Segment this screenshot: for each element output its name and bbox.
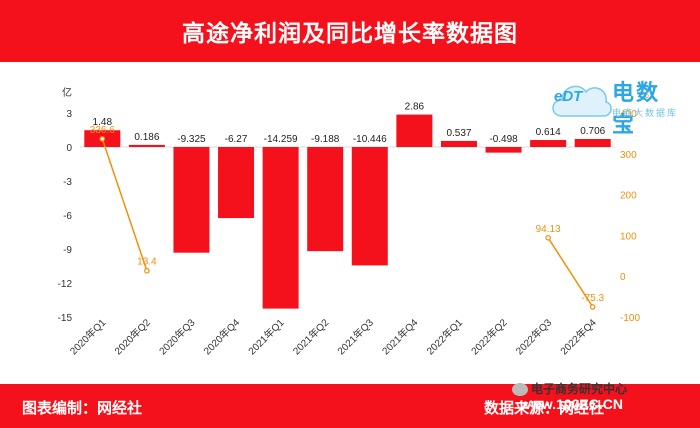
- right-axis-tick-label: -100: [620, 313, 640, 324]
- title-banner: 高途净利润及同比增长率数据图: [0, 0, 700, 62]
- bar-value-label: 0.537: [446, 128, 471, 139]
- growth-rate-point: [144, 267, 150, 274]
- watermark-url: www.100EC.CN: [520, 396, 623, 412]
- wechat-icon: [512, 383, 528, 397]
- bar: [307, 147, 344, 252]
- bar: [396, 114, 433, 147]
- left-axis-tick-label: 0: [66, 143, 72, 154]
- bar-value-label: 0.186: [134, 132, 159, 143]
- footer-source: 数据来源：网经社: [484, 400, 605, 417]
- watermark-account: 电子商务研究中心: [531, 382, 628, 396]
- bar-value-label: -9.188: [311, 134, 340, 145]
- category-label: 2022年Q1: [424, 316, 466, 358]
- category-label: 2020年Q3: [156, 316, 198, 358]
- growth-rate-point: [545, 234, 551, 241]
- left-axis-tick-label: -15: [58, 313, 73, 324]
- right-axis-tick-label: 400: [620, 109, 637, 120]
- right-axis-tick-label: 300: [620, 150, 637, 161]
- category-label: 2021年Q3: [334, 316, 376, 358]
- left-axis-tick-label: 3: [66, 109, 72, 120]
- bar: [351, 147, 388, 266]
- bar: [574, 138, 611, 147]
- bar-value-label: -6.27: [225, 134, 248, 145]
- category-label: 2021年Q4: [379, 316, 421, 358]
- category-label: 2020年Q4: [201, 316, 243, 358]
- right-axis-tick-label: 100: [620, 231, 637, 242]
- bar-value-label: 0.706: [580, 126, 605, 137]
- chart: 亿 3 0 -3 -6 -9 -12 -15%400 300 200 100 0 -100 1.48 0.1…: [58, 86, 649, 358]
- chart-title: 高途净利润及同比增长率数据图: [182, 20, 518, 46]
- category-label: 2020年Q1: [67, 316, 109, 358]
- growth-rate-label: 94.13: [536, 224, 561, 235]
- right-axis-tick-label: 200: [620, 191, 637, 202]
- growth-rate-line: [101, 138, 148, 271]
- cloud-logo-icon: [552, 85, 612, 117]
- watermark: 电子商务研究中心 www.100EC.CN: [512, 380, 628, 412]
- footer-compiler: 图表编制：网经社: [22, 400, 143, 417]
- growth-rate-label: 336.6: [90, 125, 115, 136]
- category-label: 2020年Q2: [112, 316, 154, 358]
- footer-banner: 图表编制：网经社 数据来源：网经社: [0, 384, 700, 428]
- left-axis-tick-label: -3: [63, 177, 72, 188]
- bar: [173, 147, 210, 253]
- right-axis-tick-label: 0: [620, 272, 626, 283]
- bar: [218, 147, 255, 219]
- growth-rate-label: 13.4: [137, 257, 157, 268]
- category-label: 2022年Q4: [557, 316, 599, 358]
- growth-rate-point: [589, 304, 596, 310]
- category-label: 2022年Q3: [513, 316, 555, 358]
- bar: [530, 140, 567, 147]
- logo-brand: 电数宝: [612, 80, 661, 137]
- category-label: 2021年Q1: [245, 316, 287, 358]
- bar: [262, 147, 299, 309]
- left-axis-tick-label: -6: [63, 211, 72, 222]
- bar: [440, 140, 477, 147]
- logo-subtitle: 电商大数据库: [612, 108, 679, 118]
- bar-value-label: -10.446: [353, 134, 387, 145]
- bar-value-label: 0.614: [536, 127, 561, 138]
- bar-value-label: 2.86: [405, 102, 425, 113]
- bar-value-label: -14.259: [264, 134, 298, 145]
- growth-rate-line: [547, 237, 594, 308]
- left-axis-tick-label: -12: [58, 279, 73, 290]
- growth-rate-label: -75.3: [581, 293, 604, 304]
- left-axis-unit: 亿: [62, 86, 72, 99]
- logo: eDT 电数宝 电商大数据库: [548, 64, 679, 137]
- bar-value-label: -9.325: [177, 134, 206, 145]
- bar-value-label: 1.48: [93, 117, 113, 128]
- bar-value-label: -0.498: [489, 134, 518, 145]
- bar: [485, 147, 522, 153]
- logo-cloud-text: eDT: [554, 88, 583, 105]
- growth-rate-point: [99, 136, 106, 142]
- category-label: 2021年Q2: [290, 316, 332, 358]
- right-axis-unit: %: [640, 90, 649, 101]
- category-label: 2022年Q2: [468, 316, 510, 358]
- left-axis-tick-label: -9: [63, 245, 72, 256]
- bar: [128, 144, 165, 147]
